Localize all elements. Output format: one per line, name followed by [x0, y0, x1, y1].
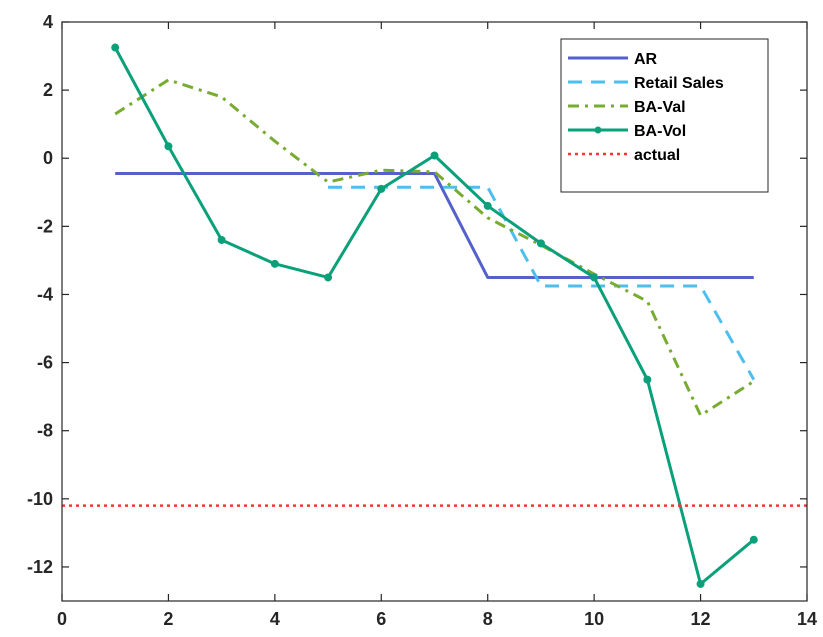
data-point-ba-vol-1: [164, 142, 173, 151]
legend-label-actual: actual: [634, 147, 680, 164]
legend-box: [560, 38, 769, 193]
legend-marker-ba-vol: [594, 126, 602, 134]
x-tick-label: 14: [797, 609, 817, 629]
legend-label-retail-sales: Retail Sales: [634, 75, 724, 92]
series-line-retail-sales: [328, 185, 756, 381]
data-point-ba-vol-3: [270, 259, 279, 268]
data-point-ba-vol-7: [483, 201, 492, 210]
x-tick-label: 4: [270, 609, 280, 629]
legend-label-ba-vol: BA-Vol: [634, 123, 686, 140]
x-tick-label: 12: [691, 609, 711, 629]
y-tick-label: -4: [37, 284, 53, 304]
data-point-ba-vol-2: [217, 235, 226, 244]
data-point-ba-vol-9: [590, 273, 599, 282]
x-tick-label: 8: [483, 609, 493, 629]
x-tick-label: 6: [376, 609, 386, 629]
data-point-ba-vol-11: [696, 579, 705, 588]
series-layer: [62, 43, 807, 588]
y-tick-label: -8: [37, 421, 53, 441]
data-point-ba-vol-4: [324, 273, 333, 282]
y-tick-label: -6: [37, 353, 53, 373]
data-point-ba-vol-5: [377, 184, 386, 193]
data-point-ba-vol-10: [643, 375, 652, 384]
legend-label-ba-val: BA-Val: [634, 99, 686, 116]
plot-frame: [61, 21, 808, 602]
x-tick-label: 0: [57, 609, 67, 629]
x-tick-label: 10: [584, 609, 604, 629]
data-point-ba-vol-12: [749, 535, 758, 544]
x-tick-label: 2: [163, 609, 173, 629]
y-tick-label: 2: [43, 80, 53, 100]
legend: AR Retail Sales BA-Val BA-Vol actual: [560, 38, 769, 193]
y-tick-label: -10: [27, 489, 53, 509]
y-tick-label: 0: [43, 148, 53, 168]
axes-layer: 0 2 4 6 8 10 12 14 4 2 0 -2 -4 -6 -8 -10 -12: [27, 12, 817, 629]
y-tick-label: 4: [43, 12, 53, 32]
y-tick-label: -2: [37, 216, 53, 236]
data-point-ba-vol-6: [430, 151, 439, 160]
legend-label-ar: AR: [634, 51, 658, 68]
data-point-ba-vol-8: [536, 239, 545, 248]
y-tick-label: -12: [27, 557, 53, 577]
data-point-ba-vol-0: [111, 43, 120, 52]
